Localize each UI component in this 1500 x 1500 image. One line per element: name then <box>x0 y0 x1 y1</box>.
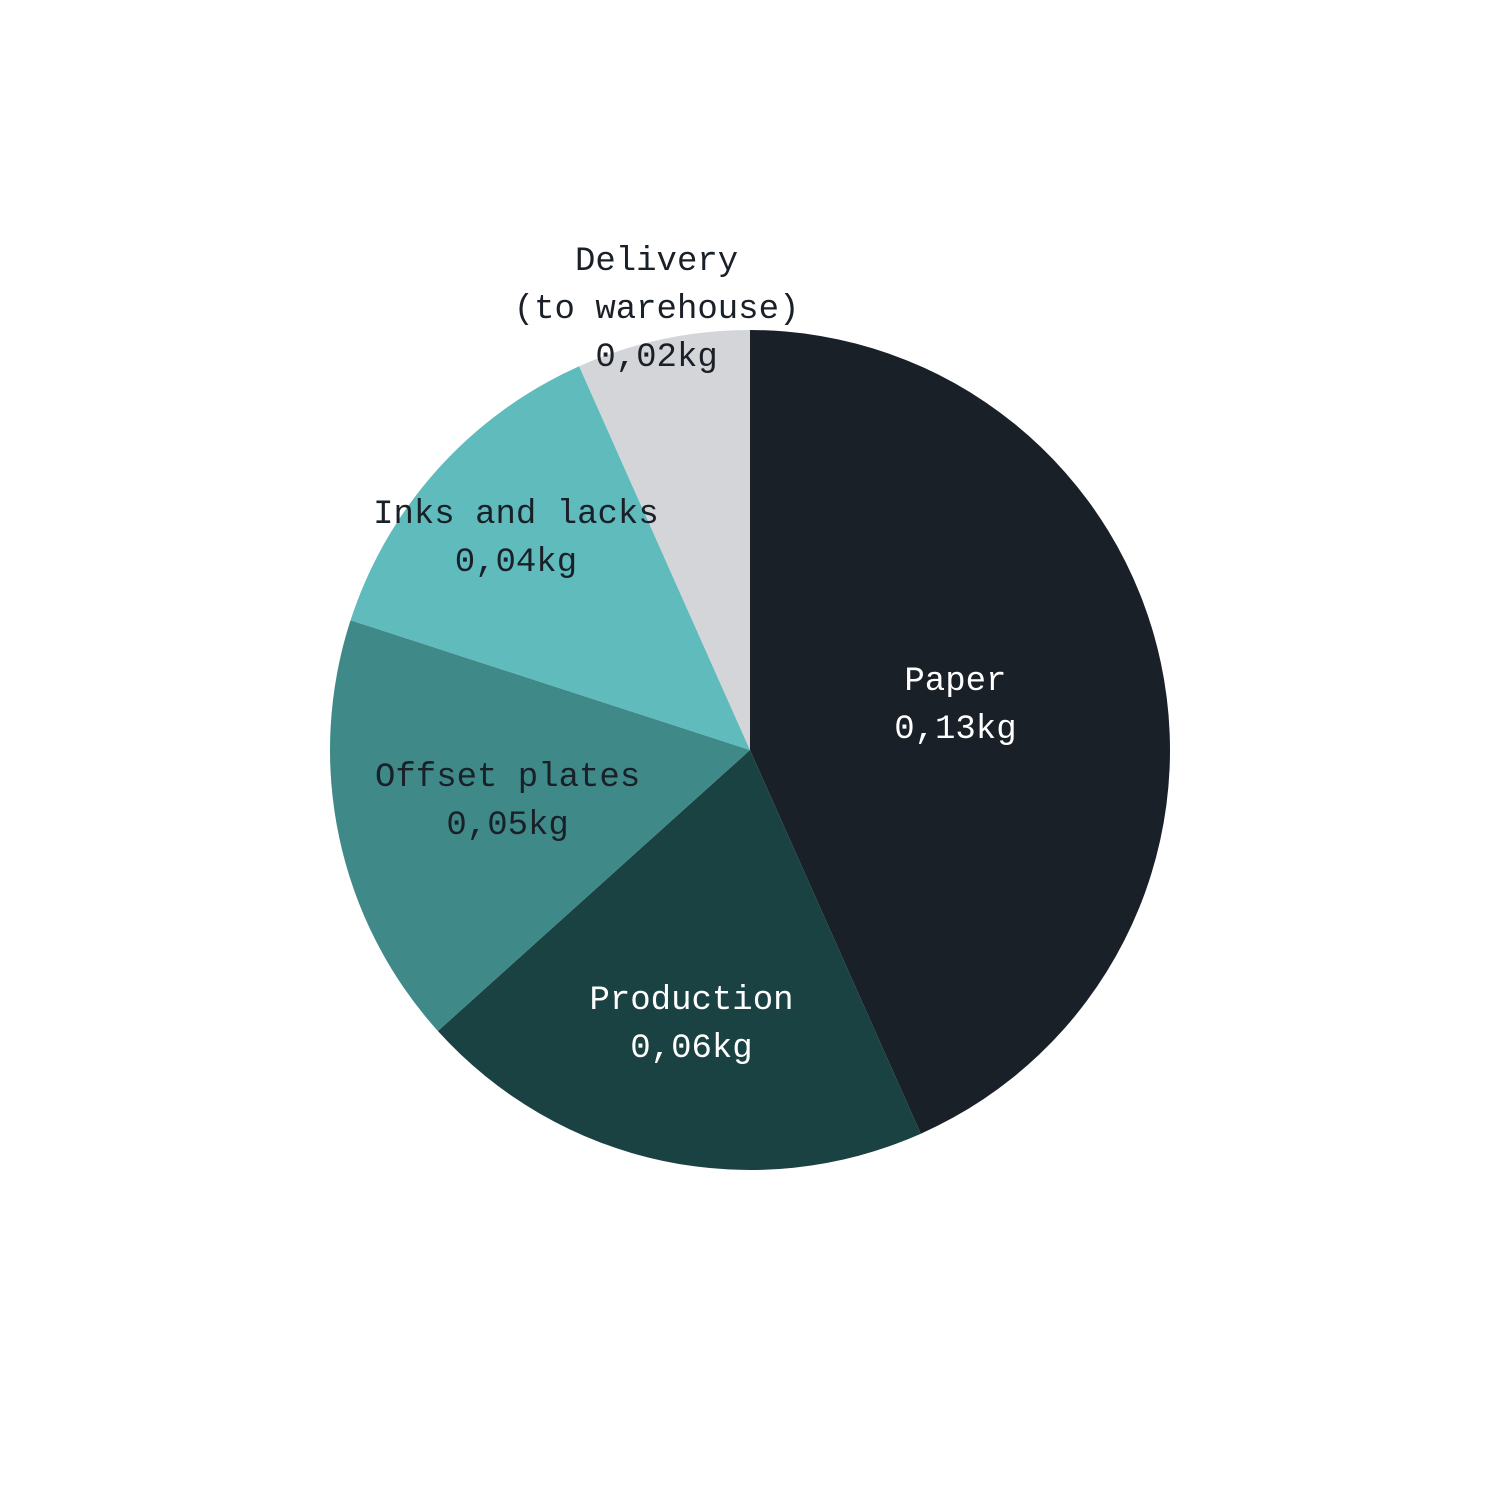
value-label: 0,13kg <box>894 711 1017 750</box>
slice-label: Production 0,06kg <box>589 977 793 1073</box>
category-label: Inks and lacks <box>373 496 659 535</box>
pie-slice <box>350 366 750 750</box>
pie-slice <box>579 330 750 750</box>
slice-label: Inks and lacks 0,04kg <box>373 491 659 587</box>
slice-label: Delivery (to warehouse) 0,02kg <box>514 238 800 382</box>
slice-label: Paper 0,13kg <box>894 658 1016 754</box>
category-label: Delivery (to warehouse) <box>513 243 800 330</box>
pie-slice <box>437 750 921 1170</box>
value-label: 0,04kg <box>454 544 578 583</box>
pie-slice <box>750 330 1170 1134</box>
pie-slice <box>330 620 750 1032</box>
category-label: Paper <box>904 663 1007 702</box>
category-label: Production <box>589 982 794 1021</box>
value-label: 0,05kg <box>446 806 569 845</box>
category-label: Offset plates <box>374 758 641 797</box>
slice-label: Offset plates 0,05kg <box>375 754 640 850</box>
value-label: 0,02kg <box>595 339 718 378</box>
value-label: 0,06kg <box>630 1030 753 1069</box>
